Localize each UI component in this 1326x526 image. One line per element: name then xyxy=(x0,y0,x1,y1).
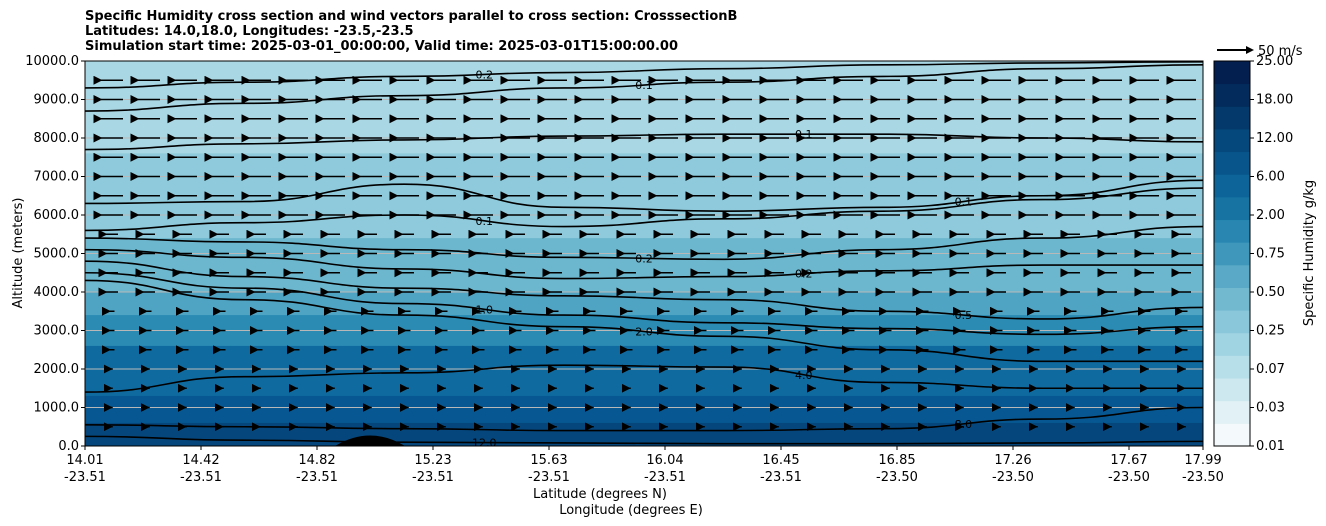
contour-label: 12.0 xyxy=(472,437,497,450)
x-tick-label-lon: -23.51 xyxy=(528,470,570,485)
y-tick-label: 1000.0 xyxy=(34,401,80,416)
colorbar-swatch xyxy=(1214,242,1250,266)
y-tick-label: 8000.0 xyxy=(34,131,80,146)
contour-line-8 xyxy=(85,271,1203,336)
y-tick-label: 5000.0 xyxy=(34,247,80,262)
contour-line-6 xyxy=(85,248,1203,280)
colorbar-tick-label: 0.03 xyxy=(1256,401,1285,416)
contour-label: 0.2 xyxy=(635,252,653,265)
x-tick-label-lat: 16.45 xyxy=(762,453,799,468)
contour-label: 0.2 xyxy=(795,268,813,281)
x-tick-label-lat: 16.85 xyxy=(878,453,915,468)
colorbar-swatch xyxy=(1214,83,1250,107)
colorbar-swatch xyxy=(1214,310,1250,334)
x-tick-label-lat: 15.23 xyxy=(414,453,451,468)
x-tick-label-lon: -23.50 xyxy=(876,470,918,485)
title-line-3: Simulation start time: 2025-03-01_00:00:… xyxy=(85,39,678,54)
colorbar-tick-label: 0.50 xyxy=(1256,285,1285,300)
colorbar-swatch xyxy=(1214,128,1250,153)
title-line-2: Latitudes: 14.0,18.0, Longitudes: -23.5,… xyxy=(85,24,414,39)
x-tick-label-lat: 16.04 xyxy=(646,453,683,468)
contour-line-0 xyxy=(85,61,1203,89)
colorbar-swatch xyxy=(1214,219,1250,243)
colorbar-label: Specific Humidity g/kg xyxy=(1302,180,1317,326)
colorbar-tick-label: 25.00 xyxy=(1256,54,1293,69)
contour-label: 1.0 xyxy=(476,303,494,316)
x-tick-label-lat: 17.26 xyxy=(994,453,1031,468)
title-line-1: Specific Humidity cross section and wind… xyxy=(85,9,738,24)
y-tick-label: 7000.0 xyxy=(34,170,80,185)
x-tick-label-lon: -23.51 xyxy=(180,470,222,485)
colorbar-tick-label: 0.75 xyxy=(1256,247,1285,262)
x-tick-label-lon: -23.50 xyxy=(1182,470,1224,485)
colorbar-swatch xyxy=(1214,378,1250,402)
y-tick-label: 2000.0 xyxy=(34,362,80,377)
contour-label: 4.0 xyxy=(795,369,813,382)
quiver-key-label: 50 m/s xyxy=(1258,44,1303,59)
x-tick-label-lon: -23.51 xyxy=(64,470,106,485)
terrain xyxy=(335,435,405,446)
colorbar-swatch xyxy=(1214,287,1250,311)
colorbar-tick-label: 2.00 xyxy=(1256,208,1285,223)
colorbar-swatch xyxy=(1214,196,1250,221)
contour-line-12 xyxy=(85,435,1203,445)
x-tick-label-lon: -23.50 xyxy=(1108,470,1150,485)
y-tick-label: 0.0 xyxy=(58,439,79,454)
y-tick-label: 4000.0 xyxy=(34,285,80,300)
contour-line-9 xyxy=(85,279,1203,363)
x-tick-label-lon: -23.51 xyxy=(760,470,802,485)
x-tick-label-lat: 14.82 xyxy=(298,453,335,468)
colorbar-tick-label: 0.07 xyxy=(1256,362,1285,377)
contour-line-7 xyxy=(85,260,1203,320)
y-tick-label: 3000.0 xyxy=(34,324,80,339)
x-tick-label-lat: 17.99 xyxy=(1184,453,1221,468)
contour-label: 2.0 xyxy=(635,325,653,338)
colorbar-tick-label: 0.01 xyxy=(1256,439,1285,454)
y-tick-label: 6000.0 xyxy=(34,208,80,223)
colorbar-tick-label: 18.00 xyxy=(1256,93,1293,108)
colorbar-tick-label: 0.25 xyxy=(1256,324,1285,339)
contour-label: 0.1 xyxy=(476,215,494,228)
y-axis-label: Altitude (meters) xyxy=(11,198,26,309)
colorbar-tick-label: 6.00 xyxy=(1256,170,1285,185)
colorbar-swatch xyxy=(1214,264,1250,288)
contour-line-11 xyxy=(85,406,1203,432)
contour-label: 8.0 xyxy=(955,418,973,431)
colorbar-swatch xyxy=(1214,151,1250,175)
colorbar-swatch xyxy=(1214,400,1250,424)
colorbar-tick-label: 12.00 xyxy=(1256,131,1293,146)
x-axis-label-longitude: Longitude (degrees E) xyxy=(559,503,703,518)
y-tick-label: 10000.0 xyxy=(25,54,79,69)
x-tick-label-lon: -23.51 xyxy=(412,470,454,485)
x-axis-label-latitude: Latitude (degrees N) xyxy=(533,487,667,502)
contour-line-1 xyxy=(85,64,1203,112)
contour-label: 0.1 xyxy=(635,79,653,92)
quiver-key-arrowhead xyxy=(1246,46,1254,54)
y-tick-label: 9000.0 xyxy=(34,93,80,108)
x-tick-label-lat: 14.42 xyxy=(182,453,219,468)
quiver-key: 50 m/s xyxy=(1217,44,1303,59)
x-tick-label-lat: 15.63 xyxy=(530,453,567,468)
colorbar-swatch xyxy=(1214,61,1250,85)
contour-line-10 xyxy=(85,364,1203,393)
colorbar-swatch xyxy=(1214,423,1250,447)
colorbar: 0.01 0.03 0.07 0.25 0.50 0.75 2.00 6.00 12.00 18.… xyxy=(1213,54,1293,454)
colorbar-swatch xyxy=(1214,355,1250,379)
colorbar-swatch xyxy=(1214,332,1250,356)
colorbar-swatch xyxy=(1214,106,1250,130)
contour-label: 0.1 xyxy=(795,128,813,141)
x-tick-label-lat: 14.01 xyxy=(66,453,103,468)
contour-label: 0.2 xyxy=(476,68,494,81)
x-tick-label-lon: -23.51 xyxy=(644,470,686,485)
x-tick-label-lon: -23.51 xyxy=(296,470,338,485)
x-tick-label-lat: 17.67 xyxy=(1110,453,1147,468)
x-tick-label-lon: -23.50 xyxy=(992,470,1034,485)
colorbar-swatch xyxy=(1214,174,1250,198)
